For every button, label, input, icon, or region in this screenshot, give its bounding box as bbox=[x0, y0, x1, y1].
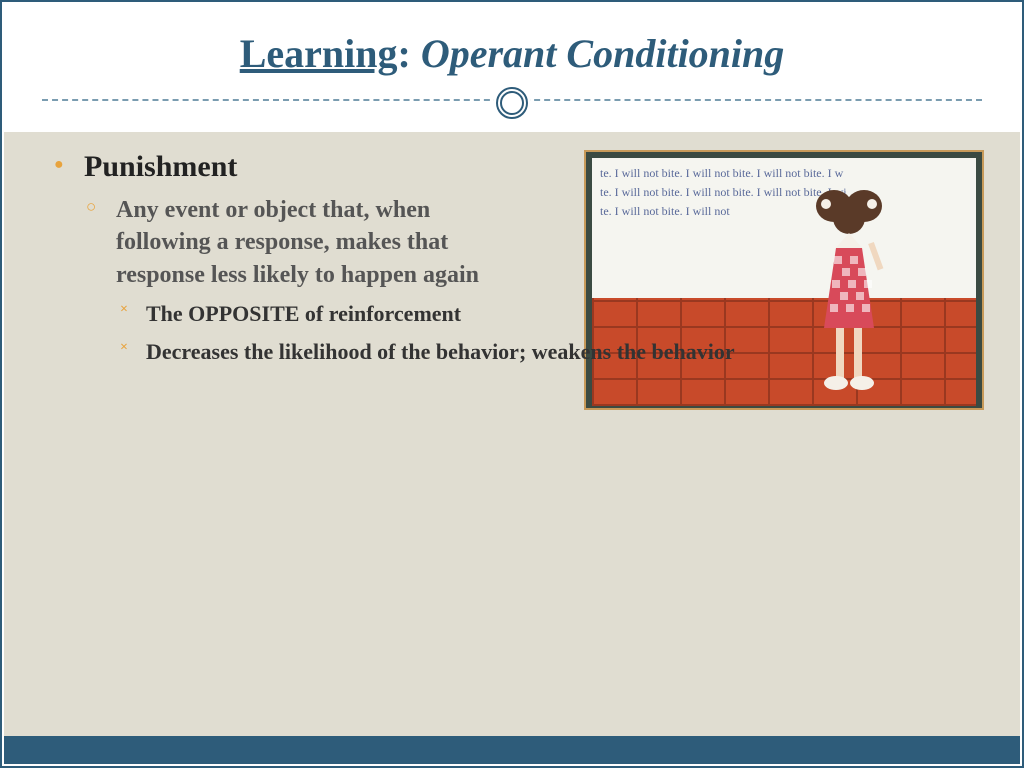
list-item-lvl2: Any event or object that, when following… bbox=[84, 194, 984, 367]
content-area: te. I will not bite. I will not bite. I … bbox=[4, 132, 1020, 736]
title-separator: : bbox=[398, 31, 421, 76]
bullet-list-lvl2: Any event or object that, when following… bbox=[84, 194, 984, 367]
list-item-lvl1: Punishment Any event or object that, whe… bbox=[54, 150, 984, 367]
list-item-lvl3: The OPPOSITE of reinforcement bbox=[116, 299, 496, 329]
list-item-lvl3: Decreases the likelihood of the behavior… bbox=[116, 337, 984, 367]
circle-decoration-icon bbox=[494, 85, 530, 121]
bullet-list-lvl1: Punishment Any event or object that, whe… bbox=[54, 150, 984, 367]
lvl2-text: Any event or object that, when following… bbox=[116, 194, 496, 291]
title-part2: Operant Conditioning bbox=[421, 31, 784, 76]
title-part1: Learning bbox=[240, 31, 398, 76]
bullet-list-lvl3: The OPPOSITE of reinforcement Decreases … bbox=[116, 299, 984, 366]
divider bbox=[22, 85, 1002, 115]
slide-container: Learning: Operant Conditioning te. I wil… bbox=[0, 0, 1024, 768]
header: Learning: Operant Conditioning bbox=[2, 2, 1022, 125]
slide-title: Learning: Operant Conditioning bbox=[22, 30, 1002, 77]
bottom-bar bbox=[4, 736, 1020, 764]
lvl1-text: Punishment bbox=[84, 150, 237, 183]
